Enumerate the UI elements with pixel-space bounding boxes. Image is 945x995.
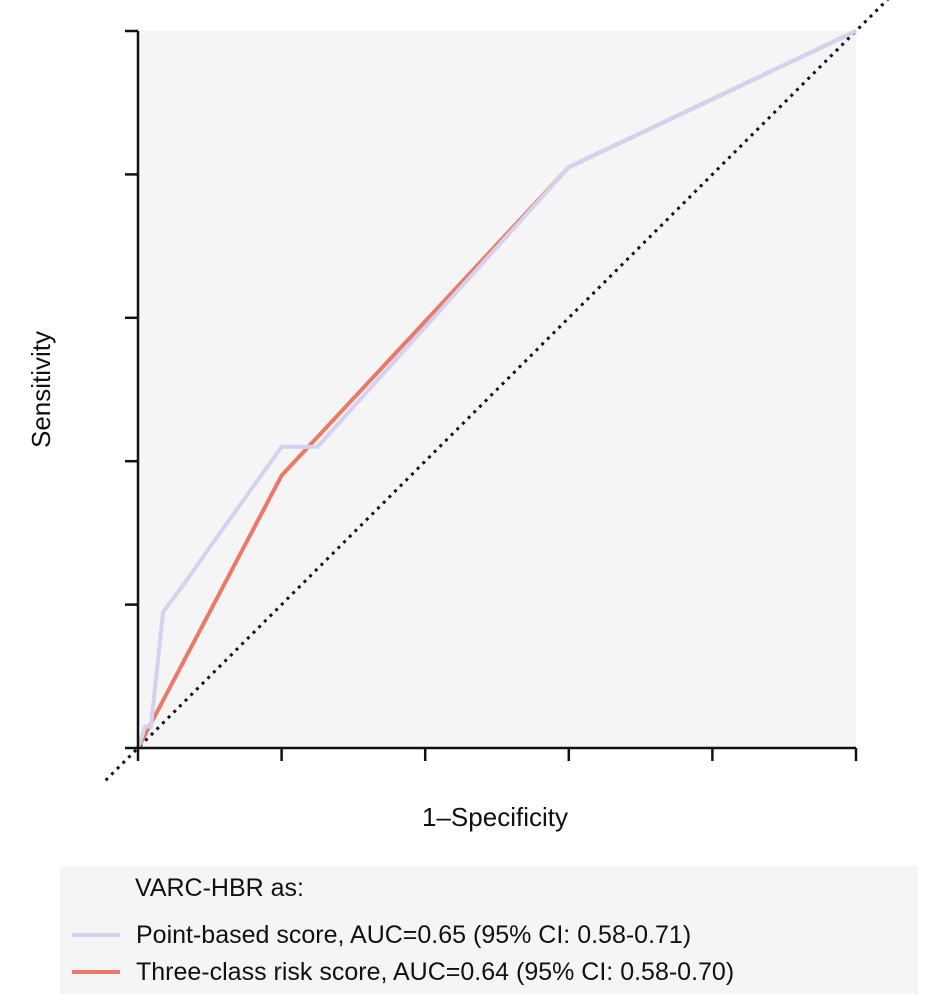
- reference-diagonal-layer: [104, 0, 890, 782]
- reference-diagonal-line: [104, 0, 890, 782]
- series-line-point-based: [136, 29, 857, 749]
- legend-swatch-point-based: [72, 933, 120, 937]
- series-layer: [136, 29, 857, 749]
- axis-layer: [125, 29, 858, 761]
- legend-label-point-based: Point-based score, AUC=0.65 (95% CI: 0.5…: [136, 920, 692, 949]
- legend-label-three-class: Three-class risk score, AUC=0.64 (95% CI…: [136, 957, 735, 986]
- legend-swatch-three-class: [72, 970, 120, 974]
- x-axis-title: 1–Specificity: [422, 802, 568, 832]
- legend-title: VARC-HBR as:: [135, 874, 305, 902]
- y-axis-title: Sensitivity: [26, 331, 56, 448]
- legend: VARC-HBR as: Point-based score, AUC=0.65…: [60, 866, 918, 994]
- legend-item-three-class: Three-class risk score, AUC=0.64 (95% CI…: [72, 955, 734, 989]
- roc-chart: 1–Specificity Sensitivity: [26, 0, 890, 832]
- legend-item-point-based: Point-based score, AUC=0.65 (95% CI: 0.5…: [72, 918, 691, 952]
